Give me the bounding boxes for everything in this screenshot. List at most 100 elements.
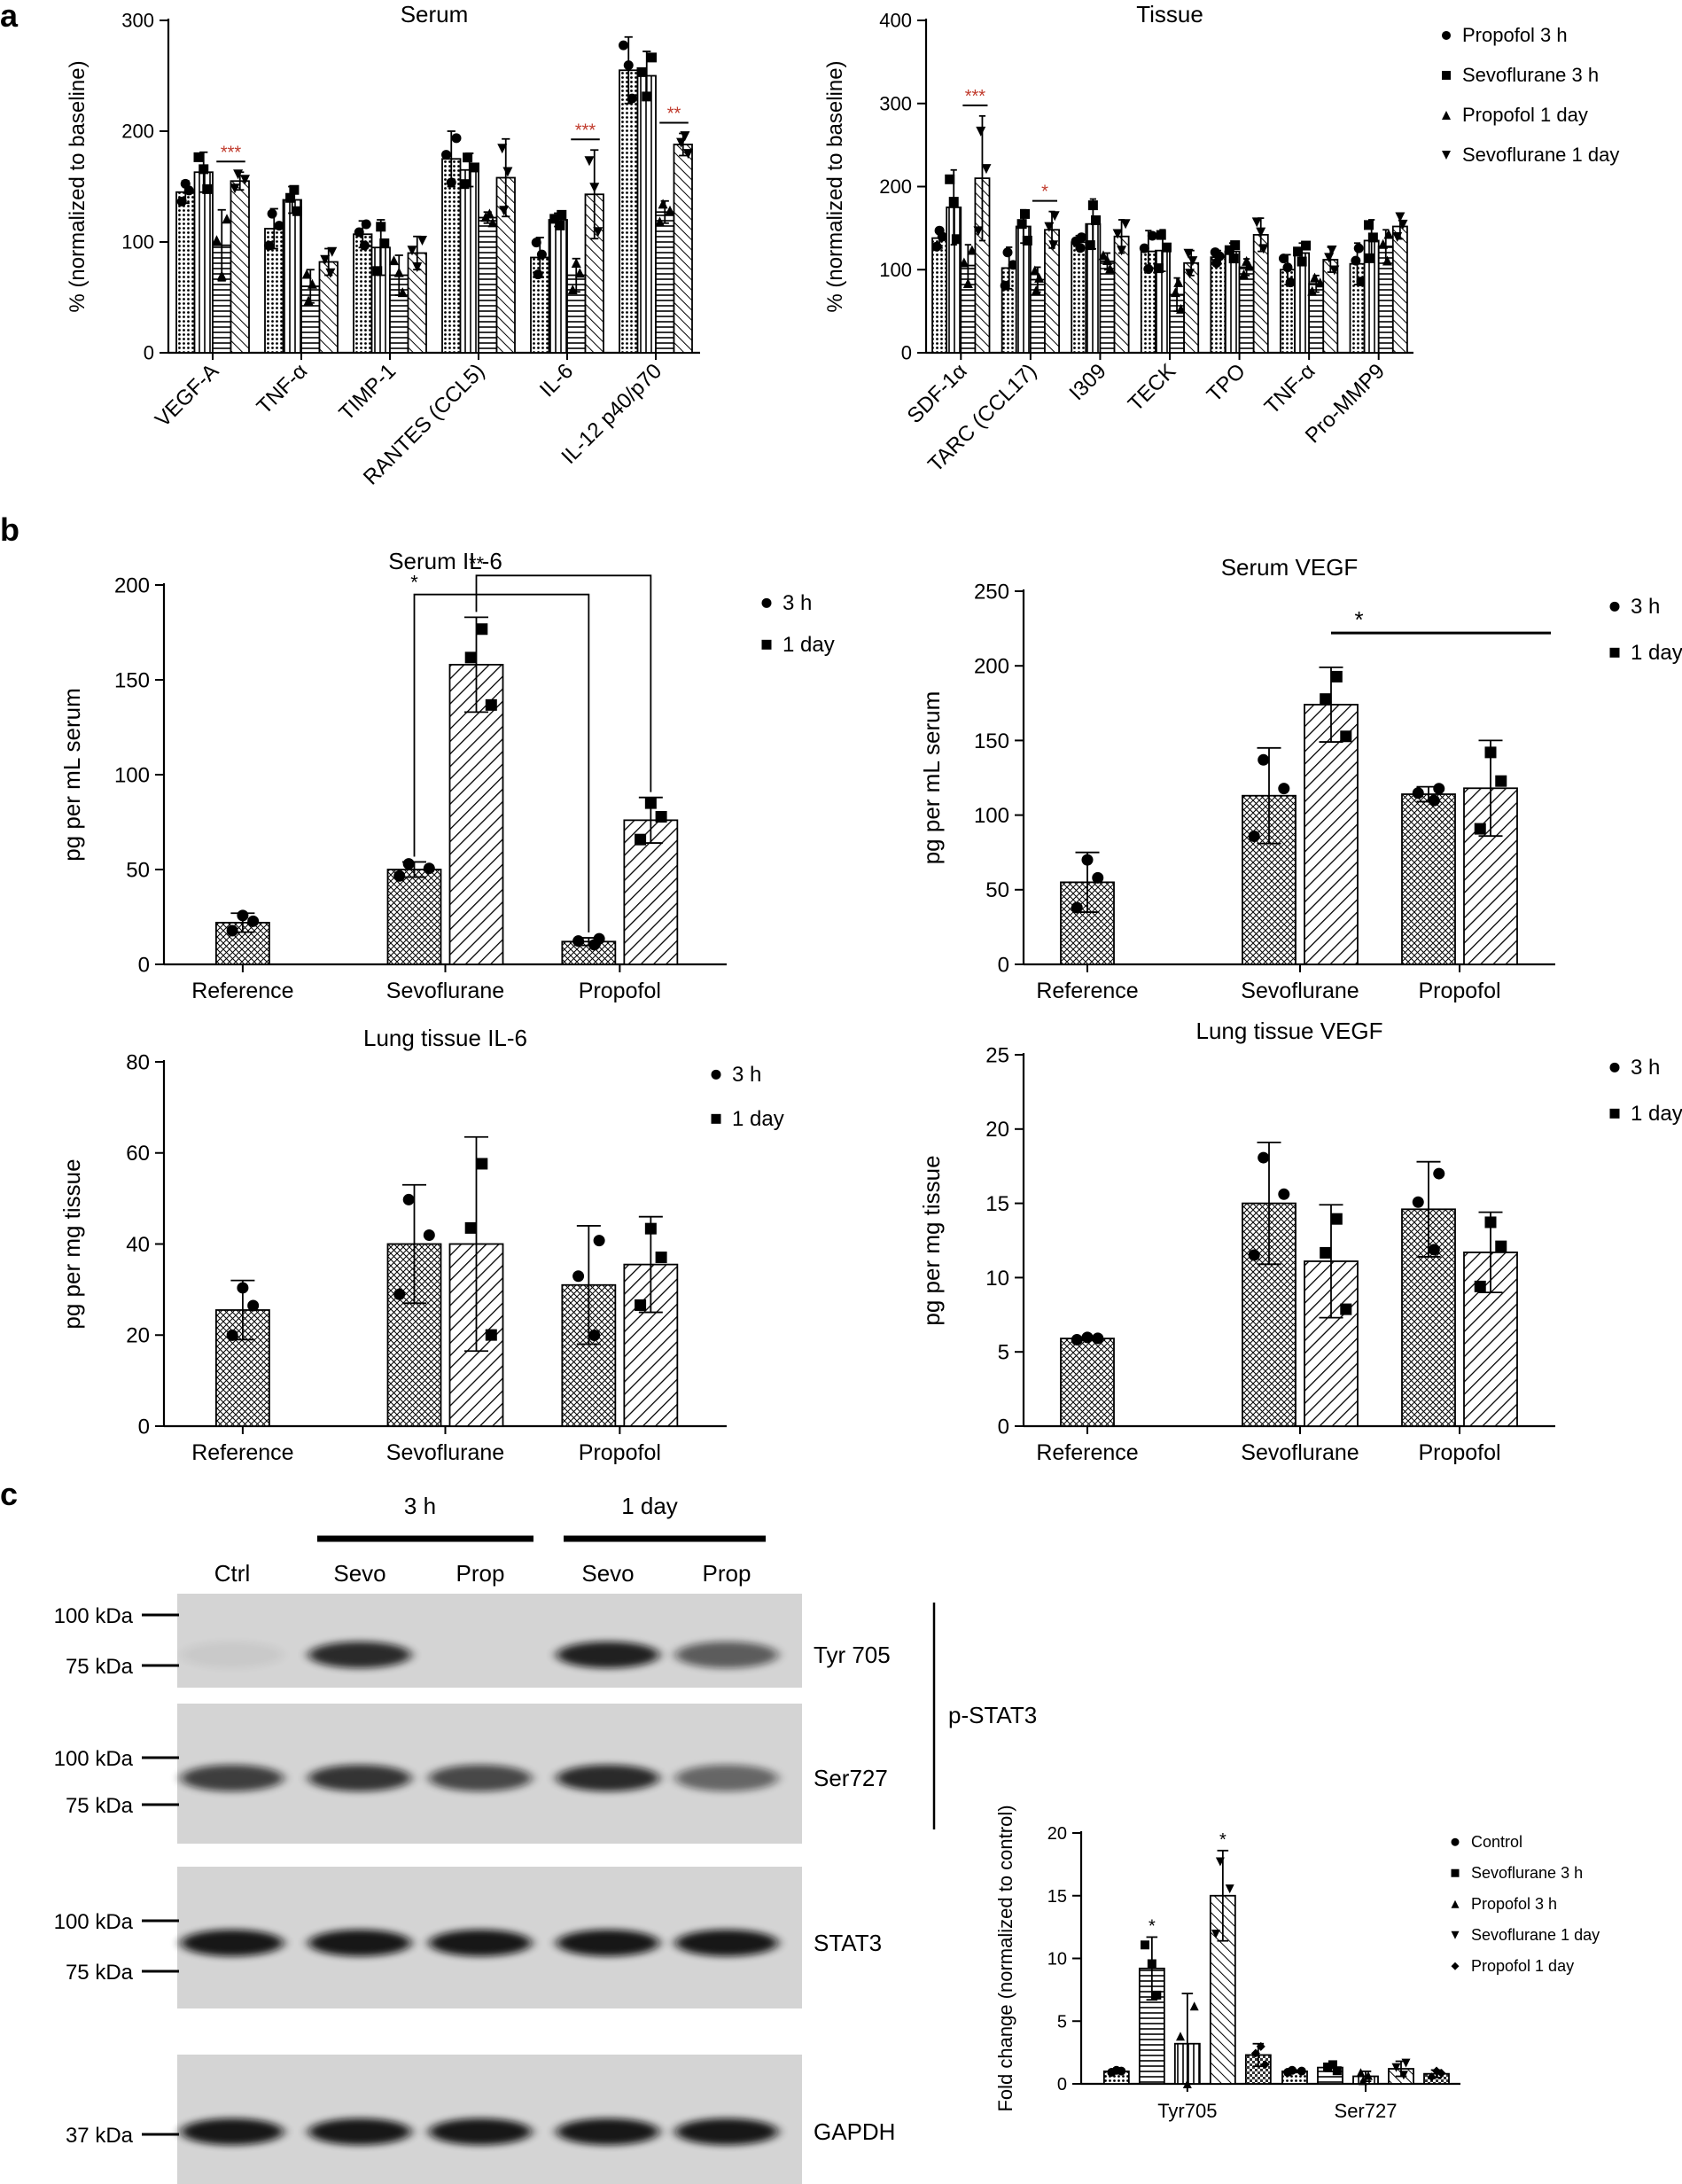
- x-tick-label: Sevoflurane: [1241, 979, 1359, 1003]
- data-point-triangle-up: [1176, 2032, 1185, 2041]
- data-point-triangle-down: [1188, 256, 1198, 267]
- data-point-circle: [1147, 230, 1157, 241]
- data-point-circle: [593, 932, 605, 945]
- significance-label: **: [469, 552, 485, 574]
- bar-reference-3-h: [1060, 1338, 1115, 1427]
- data-point-circle: [237, 1282, 249, 1294]
- data-point-square: [199, 164, 209, 175]
- legend-label: 1 day: [1631, 1102, 1682, 1126]
- data-point-triangle-down: [1183, 248, 1194, 259]
- data-point-square: [1367, 232, 1378, 243]
- chart-c_fold: 0 5 10 15 20 Fold change (normalized to contr…: [994, 1805, 1600, 2122]
- bar-pro-mmp9-sevoflurane-1-day: [1391, 225, 1408, 354]
- data-point-circle: [572, 1270, 585, 1283]
- legend-marker-circle: [1451, 1837, 1460, 1846]
- data-point-circle: [1412, 1196, 1424, 1208]
- data-point-square: [1495, 1240, 1507, 1252]
- bar-tpo-sevoflurane-1-day: [1252, 233, 1269, 354]
- significance-bracket: [475, 574, 652, 792]
- data-point-triangle-down: [1329, 265, 1340, 276]
- x-tick-label: Sevoflurane: [386, 979, 504, 1003]
- data-point-triangle-down: [412, 261, 423, 272]
- data-point-triangle-down: [1258, 244, 1269, 254]
- y-tick-label: 200: [121, 121, 154, 143]
- data-point-triangle-down: [1117, 246, 1127, 256]
- data-point-triangle-down: [1112, 229, 1123, 239]
- data-point-triangle-up: [393, 267, 404, 277]
- blot-band: [557, 1930, 659, 1956]
- data-point-square: [1016, 219, 1027, 230]
- blot-band: [308, 1930, 411, 1956]
- chart-title: Serum: [401, 1, 469, 27]
- data-point-square: [1228, 254, 1239, 264]
- data-point-triangle-down: [1391, 2063, 1401, 2072]
- blot-membrane-stat3: 100 kDa 75 kDa STAT3: [54, 1867, 882, 2008]
- bar-il-12-p40-p70-sevoflurane-3-h: [636, 74, 657, 354]
- data-point-circle: [1139, 243, 1149, 254]
- data-point-triangle-down: [1048, 240, 1059, 251]
- data-point-triangle-up: [1105, 263, 1116, 274]
- data-point-triangle-up: [665, 205, 675, 215]
- data-point-circle: [1076, 232, 1086, 243]
- significance-bracket: [413, 593, 590, 933]
- bar-propofol-1-day: [623, 819, 679, 965]
- data-point-triangle-up: [1307, 285, 1318, 296]
- data-point-square: [1153, 263, 1164, 274]
- bar-vegf-a-propofol-3-h: [175, 191, 196, 354]
- y-axis-label: pg per mg tissue: [58, 1158, 85, 1329]
- y-tick-label: 100: [974, 804, 1009, 828]
- data-point-circle: [572, 935, 585, 948]
- data-point-circle: [267, 208, 277, 219]
- data-point-square: [1152, 1990, 1162, 2000]
- data-point-square: [464, 651, 477, 664]
- data-point-triangle-down: [1392, 231, 1403, 242]
- data-point-circle: [1285, 277, 1296, 288]
- data-point-circle: [446, 177, 456, 188]
- data-point-triangle-down: [407, 246, 417, 256]
- blot-marker-label: 75 kDa: [66, 1794, 134, 1818]
- data-point-triangle-up: [1383, 229, 1394, 239]
- blot-lane-label: Sevo: [333, 1560, 385, 1587]
- data-point-triangle-up: [1378, 238, 1389, 249]
- data-point-square: [1474, 823, 1486, 835]
- y-tick-label: 10: [1047, 1950, 1067, 1970]
- bar-i309-propofol-1-day: [1099, 260, 1116, 354]
- data-point-triangle-up: [212, 235, 222, 246]
- data-point-triangle-up: [301, 269, 312, 279]
- data-point-square: [469, 162, 479, 173]
- legend-label: Sevoflurane 3 h: [1462, 64, 1599, 86]
- data-point-square: [642, 91, 652, 102]
- data-point-square: [1156, 230, 1166, 240]
- data-point-circle: [176, 196, 187, 207]
- legend-label: Sevoflurane 3 h: [1471, 1864, 1583, 1882]
- data-point-triangle-down: [1398, 2071, 1408, 2080]
- y-tick-label: 200: [114, 573, 150, 597]
- data-point-circle: [931, 241, 942, 252]
- data-point-square: [459, 179, 470, 190]
- legend-marker-square: [1451, 1868, 1460, 1877]
- x-tick-label: Tyr705: [1157, 2100, 1217, 2122]
- legend-marker-triangle-up: [1442, 110, 1451, 120]
- y-tick-label: 5: [998, 1341, 1009, 1365]
- x-tick-label: I309: [1065, 359, 1111, 405]
- legend-marker-square: [761, 639, 772, 650]
- data-point-triangle-up: [1356, 2068, 1366, 2078]
- data-point-triangle-down: [497, 144, 508, 154]
- data-point-circle: [226, 1329, 238, 1341]
- data-point-square: [655, 1252, 667, 1264]
- data-point-circle: [1288, 2065, 1297, 2075]
- y-tick-label: 0: [998, 1415, 1009, 1439]
- legend-marker-circle: [1609, 1062, 1620, 1072]
- blot-group-label-3h: 3 h: [404, 1493, 436, 1519]
- data-point-triangle-up: [571, 257, 581, 268]
- blot-membrane: [177, 1594, 802, 1688]
- data-point-square: [1161, 242, 1172, 253]
- bar-il-12-p40-p70-sevoflurane-1-day: [673, 144, 693, 354]
- blot-band: [181, 1765, 284, 1791]
- data-point-triangle-up: [1363, 2071, 1373, 2080]
- data-point-triangle-down: [1398, 219, 1408, 230]
- data-point-triangle-up: [567, 284, 578, 294]
- blot-band: [675, 2118, 778, 2145]
- legend-marker-circle: [1609, 601, 1620, 612]
- data-point-triangle-down: [1327, 245, 1337, 255]
